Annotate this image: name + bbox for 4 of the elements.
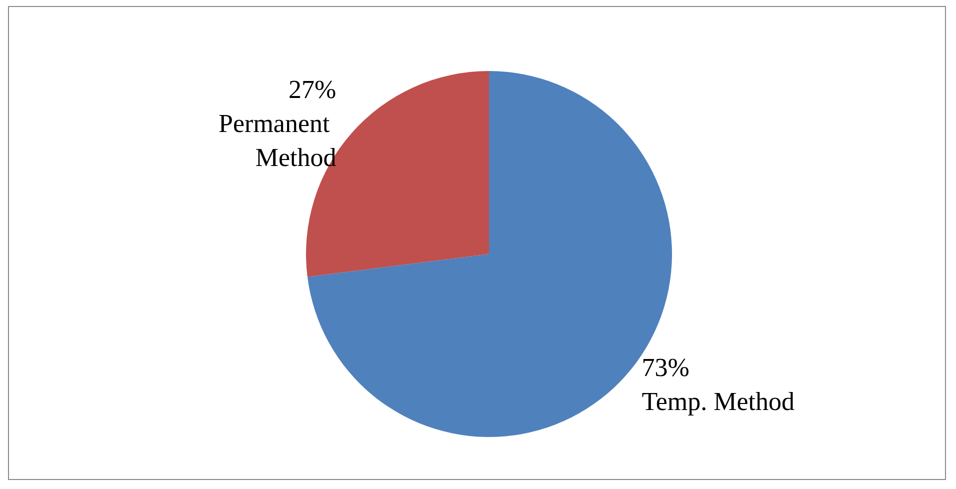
- data-label: 73%: [642, 352, 690, 382]
- data-label: 27%: [288, 75, 336, 104]
- slice-label: Permanent Method: [218, 109, 336, 172]
- slice-label: Temp. Method: [642, 386, 794, 416]
